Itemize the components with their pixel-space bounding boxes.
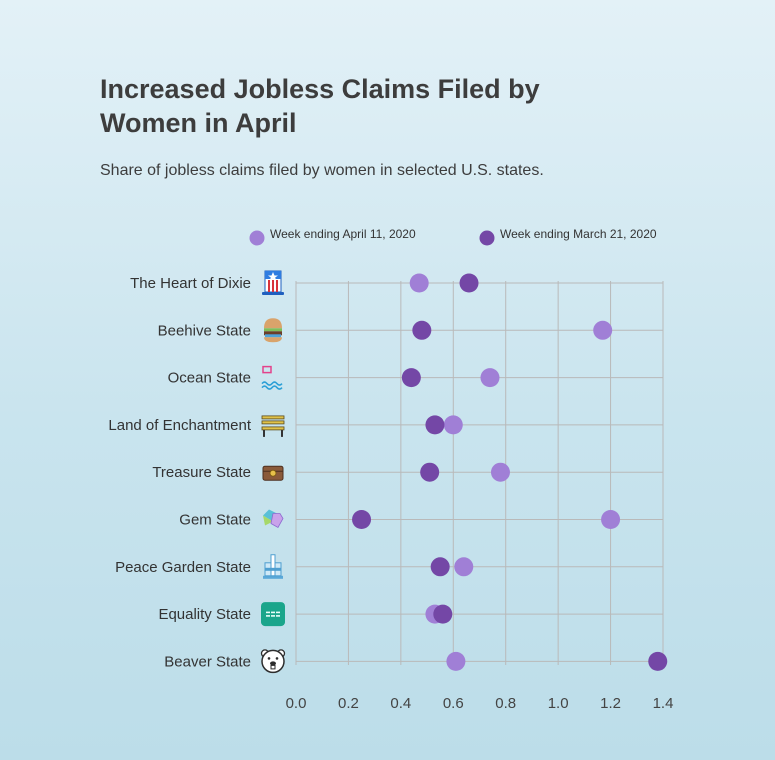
april-point (480, 368, 500, 388)
top-hat-icon (262, 270, 284, 295)
x-tick-label: 0.0 (286, 695, 307, 712)
x-tick-label: 0.2 (338, 695, 359, 712)
april-point (409, 273, 429, 293)
x-tick-label: 1.2 (600, 695, 621, 712)
category-label: Beehive State (158, 322, 251, 339)
x-axis: 0.0 0.2 0.4 0.6 0.8 1.0 1.2 1.4 (286, 695, 674, 712)
x-tick-label: 0.4 (390, 695, 411, 712)
category-label: Beaver State (164, 653, 251, 670)
march-point (459, 273, 479, 293)
x-tick-label: 0.8 (495, 695, 516, 712)
march-point (401, 368, 421, 388)
chart-grid (295, 281, 664, 665)
category-label: Ocean State (168, 370, 251, 387)
category-icons (260, 270, 286, 674)
beaver-icon (260, 649, 286, 674)
march-point (425, 415, 445, 435)
category-label: The Heart of Dixie (130, 275, 251, 292)
legend-marker (479, 230, 495, 246)
april-point (490, 462, 510, 482)
category-label: Land of Enchantment (108, 417, 251, 434)
monument-icon (263, 554, 283, 579)
march-point (430, 557, 450, 577)
legend-label: Week ending March 21, 2020 (500, 227, 657, 241)
category-label: Peace Garden State (115, 559, 251, 576)
chart-title: Increased Jobless Claims Filed by Women … (100, 74, 540, 138)
bench-icon (261, 415, 285, 437)
chart-legend: Week ending April 11, 2020 Week ending Ma… (249, 227, 657, 246)
category-label: Equality State (158, 606, 251, 623)
april-point (454, 557, 474, 577)
march-point (412, 320, 432, 340)
equality-icon (261, 602, 285, 627)
burger-icon (264, 318, 282, 343)
april-point (601, 510, 621, 529)
chart-subtitle: Share of jobless claims filed by women i… (100, 162, 544, 179)
march-point (420, 462, 440, 482)
march-point (648, 651, 668, 671)
ocean-waves-icon (261, 365, 283, 390)
x-tick-label: 1.4 (653, 695, 674, 712)
legend-label: Week ending April 11, 2020 (270, 227, 416, 241)
legend-marker (249, 230, 265, 246)
category-label: Gem State (179, 512, 251, 529)
march-point (433, 604, 453, 624)
march-point (352, 510, 372, 529)
x-tick-label: 0.6 (443, 695, 464, 712)
gem-icon (263, 509, 284, 529)
category-axis: The Heart of Dixie Beehive State Ocean Sta… (108, 275, 251, 670)
category-label: Treasure State (152, 464, 251, 481)
chart-points (352, 273, 668, 671)
april-point (446, 651, 466, 671)
april-point (593, 320, 613, 340)
april-point (443, 415, 463, 435)
x-tick-label: 1.0 (548, 695, 569, 712)
treasure-chest-icon (262, 465, 284, 481)
